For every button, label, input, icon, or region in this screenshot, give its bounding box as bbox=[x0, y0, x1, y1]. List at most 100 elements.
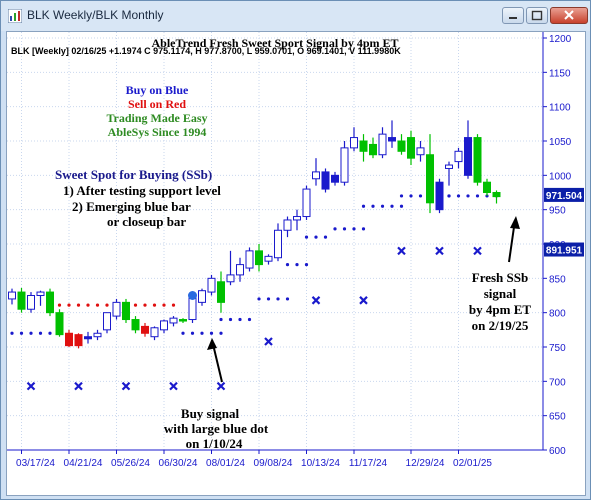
candle-body bbox=[207, 277, 216, 293]
candle-body bbox=[378, 133, 387, 156]
x-tick-label: 09/08/24 bbox=[254, 458, 293, 469]
support-dots bbox=[10, 194, 499, 335]
grid-lines bbox=[7, 32, 543, 451]
support-dot bbox=[323, 235, 328, 239]
support-dot bbox=[200, 331, 204, 335]
candle-body bbox=[255, 250, 263, 266]
fresh-ssb-line-1: Fresh SSb bbox=[472, 270, 528, 285]
candle bbox=[464, 120, 472, 179]
price-chart[interactable]: 6006507007508008509009501000105011001150… bbox=[7, 32, 585, 495]
price-tag: 891.951 bbox=[544, 242, 584, 257]
support-dot bbox=[105, 303, 109, 307]
support-dot bbox=[447, 194, 451, 198]
x-marker bbox=[311, 296, 321, 305]
candle bbox=[36, 290, 45, 306]
candle-body bbox=[169, 317, 178, 324]
y-tick-label: 600 bbox=[549, 446, 566, 457]
x-marker bbox=[26, 381, 36, 391]
legend-ablesys: AbleSys Since 1994 bbox=[108, 125, 207, 139]
candle bbox=[179, 318, 187, 323]
candle-body bbox=[445, 164, 453, 169]
support-dot bbox=[304, 263, 309, 267]
y-tick-label: 800 bbox=[549, 309, 566, 320]
support-dot bbox=[418, 194, 423, 198]
candle-body bbox=[454, 150, 463, 163]
minimize-button[interactable] bbox=[502, 7, 524, 24]
candle-body bbox=[84, 336, 92, 340]
support-dot bbox=[219, 331, 223, 335]
support-dot bbox=[86, 303, 90, 307]
candle-body bbox=[397, 140, 406, 152]
y-tick-label: 750 bbox=[549, 343, 566, 354]
maximize-button[interactable] bbox=[526, 7, 548, 24]
price-tag-label: 971.504 bbox=[546, 191, 583, 202]
candle bbox=[93, 329, 102, 341]
support-dot bbox=[304, 235, 309, 239]
candle bbox=[293, 209, 301, 231]
support-dot bbox=[295, 263, 299, 267]
x-marker bbox=[473, 246, 482, 256]
candle bbox=[236, 257, 244, 282]
candle-body bbox=[36, 291, 45, 297]
x-tick-label: 06/30/24 bbox=[159, 458, 198, 469]
support-dot bbox=[190, 331, 195, 335]
candle-body bbox=[46, 291, 54, 314]
maximize-icon bbox=[531, 10, 543, 21]
candle-body bbox=[131, 319, 140, 331]
x-tick-label: 10/13/24 bbox=[301, 458, 340, 469]
candle bbox=[426, 134, 434, 214]
candle-body bbox=[141, 325, 149, 334]
candle bbox=[84, 331, 92, 344]
support-dot bbox=[152, 303, 157, 307]
support-dot bbox=[285, 297, 290, 301]
x-marker bbox=[169, 381, 178, 391]
support-dot bbox=[10, 331, 14, 335]
support-dot bbox=[76, 303, 81, 307]
chart-title: AbleTrend Fresh Sweet Sport Signal by 4p… bbox=[151, 36, 398, 50]
candle bbox=[17, 287, 26, 313]
support-dot bbox=[380, 204, 385, 208]
support-dot bbox=[390, 204, 394, 208]
candle bbox=[378, 127, 387, 159]
support-dot bbox=[361, 227, 366, 231]
candle bbox=[150, 326, 159, 341]
chart-panel: 6006507007508008509009501000105011001150… bbox=[6, 31, 586, 496]
support-dot bbox=[219, 317, 223, 322]
candle-body bbox=[226, 274, 235, 283]
price-tag-label: 891.951 bbox=[546, 246, 583, 257]
legend-annotation: Buy on Blue Sell on Red Trading Made Eas… bbox=[106, 83, 207, 139]
candle-body bbox=[264, 255, 273, 262]
candle bbox=[169, 316, 178, 327]
price-tag-box bbox=[544, 242, 584, 257]
sweet-spot-annotation: Sweet Spot for Buying (SSb) 1) After tes… bbox=[55, 167, 221, 229]
price-tag-box bbox=[544, 187, 584, 202]
candle bbox=[245, 247, 254, 272]
candle-body bbox=[8, 291, 16, 300]
candle bbox=[350, 127, 358, 152]
candle-body bbox=[492, 192, 501, 198]
close-button[interactable] bbox=[550, 7, 588, 24]
support-dot bbox=[314, 235, 318, 239]
candle bbox=[131, 316, 140, 334]
support-dot bbox=[38, 331, 43, 335]
support-dot bbox=[209, 331, 214, 335]
support-dot bbox=[266, 297, 271, 301]
candle-body bbox=[464, 137, 472, 176]
support-dot bbox=[19, 331, 24, 335]
support-dot bbox=[181, 331, 185, 335]
candle-body bbox=[350, 137, 358, 149]
candle bbox=[321, 168, 330, 193]
candle bbox=[46, 288, 54, 317]
fresh-ssb-line-4: on 2/19/25 bbox=[472, 318, 529, 333]
legend-buy-on-blue: Buy on Blue bbox=[126, 83, 189, 97]
support-dot bbox=[352, 227, 356, 231]
candle bbox=[27, 292, 35, 313]
candle bbox=[397, 134, 406, 155]
support-dot bbox=[276, 297, 280, 301]
candle-body bbox=[65, 332, 73, 347]
y-tick-label: 950 bbox=[549, 206, 566, 217]
x-tick-label: 04/21/24 bbox=[64, 458, 103, 469]
support-dot bbox=[475, 194, 480, 198]
candle bbox=[198, 288, 206, 306]
